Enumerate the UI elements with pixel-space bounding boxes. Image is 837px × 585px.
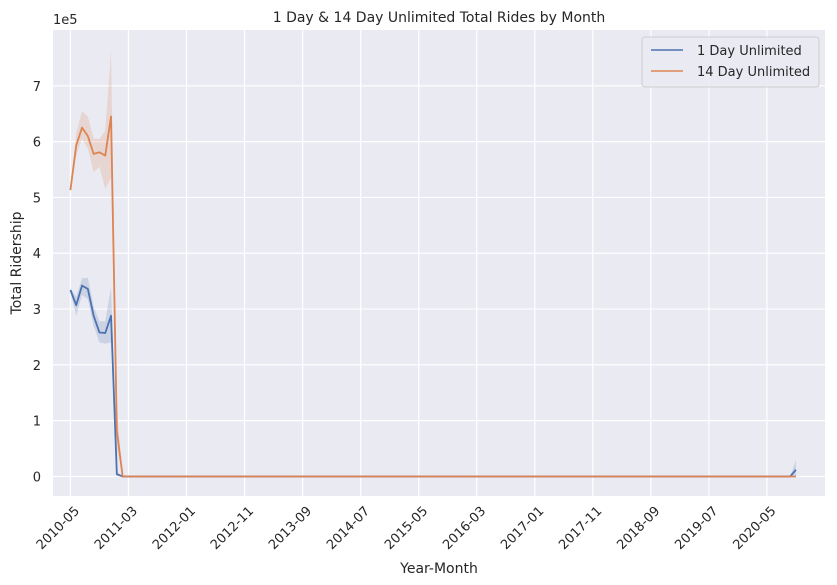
x-tick-label: 2018-09 [614, 504, 663, 553]
y-tick-label: 3 [33, 303, 41, 318]
y-tick-labels: 0 1 2 3 4 5 6 7 [33, 80, 41, 486]
x-tick-label: 2012-11 [208, 504, 257, 553]
y-axis-label: Total Ridership [9, 211, 25, 315]
x-tick-label: 2015-05 [382, 504, 431, 553]
x-tick-label: 2017-11 [556, 504, 605, 553]
y-offset-label: 1e5 [53, 13, 78, 28]
grid-lines [53, 30, 825, 496]
y-tick-label: 0 [33, 470, 41, 485]
x-tick-label: 2016-03 [440, 504, 489, 553]
y-tick-label: 2 [33, 359, 41, 374]
y-tick-label: 6 [33, 136, 41, 151]
x-tick-label: 2010-05 [34, 504, 83, 553]
x-tick-label: 2017-01 [498, 504, 547, 553]
legend-label-1-day-unlimited: 1 Day Unlimited [697, 44, 802, 59]
y-tick-label: 1 [33, 415, 41, 430]
x-tick-label: 2013-09 [266, 504, 315, 553]
x-tick-label: 2011-03 [92, 504, 141, 553]
plot-background [53, 30, 825, 496]
legend-box [641, 36, 820, 88]
chart-title: 1 Day & 14 Day Unlimited Total Rides by … [273, 10, 606, 26]
y-tick-label: 5 [33, 191, 41, 206]
y-tick-label: 7 [33, 80, 41, 95]
x-tick-labels: 2010-05 2011-03 2012-01 2012-11 2013-09 2014-… [34, 504, 780, 553]
x-tick-label: 2014-07 [324, 504, 373, 553]
x-tick-label: 2019-07 [672, 504, 721, 553]
series-line-14-day-unlimited [69, 115, 796, 478]
x-axis-label: Year-Month [399, 561, 478, 577]
legend-label-14-day-unlimited: 14 Day Unlimited [697, 65, 810, 80]
x-tick-label: 2020-05 [730, 504, 779, 553]
x-tick-label: 2012-01 [150, 504, 199, 553]
series-lines [69, 115, 797, 478]
y-tick-label: 4 [33, 247, 41, 262]
legend: 1 Day Unlimited 14 Day Unlimited [641, 36, 820, 88]
